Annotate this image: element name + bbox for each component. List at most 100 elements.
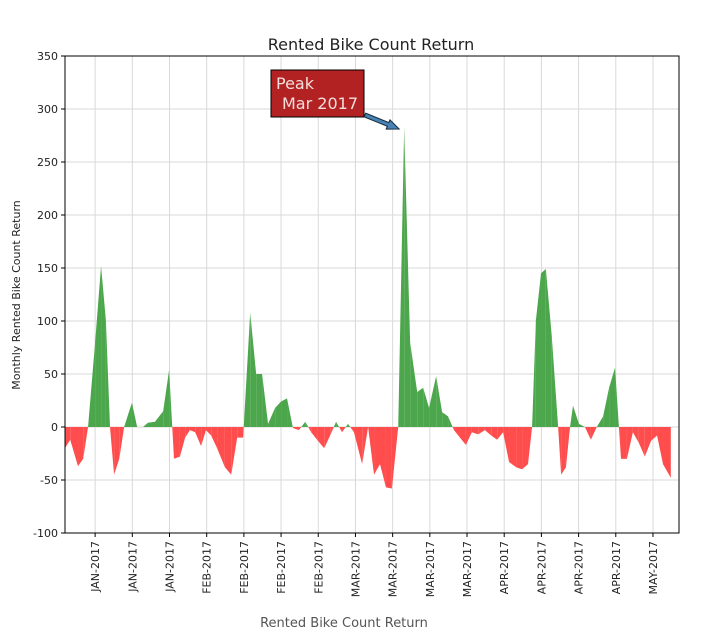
y-tick-label: 50 — [44, 368, 58, 381]
negative-area — [385, 427, 392, 489]
chart-title: Rented Bike Count Return — [268, 35, 474, 54]
positive-area — [250, 312, 257, 427]
x-tick-label: MAR-2017 — [461, 541, 474, 597]
positive-area — [417, 387, 424, 427]
positive-area — [404, 127, 411, 428]
negative-area — [561, 427, 566, 475]
negative-area — [211, 427, 218, 449]
positive-area — [603, 387, 610, 427]
positive-area — [345, 423, 349, 427]
x-tick-label: MAR-2017 — [424, 541, 437, 597]
negative-area — [522, 427, 529, 470]
negative-area — [491, 427, 498, 440]
negative-area — [330, 427, 334, 436]
negative-area — [311, 427, 318, 441]
positive-area — [348, 423, 351, 427]
positive-area — [398, 127, 405, 428]
negative-area — [509, 427, 517, 468]
positive-area — [410, 342, 418, 427]
negative-area — [109, 427, 115, 475]
negative-area — [185, 427, 190, 438]
negative-area — [471, 427, 479, 435]
positive-area — [436, 376, 443, 427]
negative-area — [83, 427, 89, 459]
positive-area — [442, 412, 449, 427]
negative-area — [298, 427, 302, 431]
negative-area — [308, 427, 312, 433]
positive-area — [105, 321, 110, 427]
negative-area — [317, 427, 325, 449]
positive-area — [333, 421, 337, 427]
positive-area — [532, 321, 536, 427]
positive-area — [609, 367, 616, 427]
negative-area — [339, 427, 343, 433]
positive-area — [131, 402, 138, 427]
negative-area — [620, 427, 627, 459]
x-tick-label: MAY-2017 — [647, 541, 660, 595]
x-tick-label: APR-2017 — [610, 541, 623, 594]
negative-area — [78, 427, 84, 467]
positive-area — [570, 405, 574, 427]
negative-area — [362, 427, 369, 465]
x-tick-label: FEB-2017 — [201, 541, 214, 594]
negative-area — [374, 427, 380, 475]
negative-area — [70, 427, 79, 467]
y-tick-label: -50 — [40, 474, 58, 487]
positive-area — [429, 376, 437, 427]
negative-area — [350, 427, 354, 433]
negative-area — [516, 427, 523, 470]
negative-area — [632, 427, 639, 443]
negative-area — [465, 427, 472, 446]
negative-area — [342, 427, 346, 433]
x-tick-label: FEB-2017 — [275, 541, 288, 594]
y-tick-label: 250 — [37, 156, 58, 169]
positive-area — [281, 398, 288, 427]
annotation-box — [270, 69, 365, 118]
positive-area — [143, 422, 148, 427]
negative-area — [503, 427, 510, 462]
y-tick-label: 300 — [37, 103, 58, 116]
positive-area — [268, 407, 276, 427]
x-tick-label: APR-2017 — [573, 541, 586, 594]
positive-area — [95, 265, 102, 427]
negative-area — [558, 427, 562, 475]
positive-area — [541, 269, 546, 427]
x-tick-label: JAN-2017 — [164, 541, 177, 593]
negative-area — [173, 427, 180, 459]
positive-area — [101, 265, 106, 427]
negative-area — [195, 427, 202, 447]
negative-area — [638, 427, 645, 457]
negative-area — [172, 427, 174, 459]
negative-area — [663, 427, 671, 478]
negative-area — [353, 427, 363, 465]
negative-area — [237, 427, 244, 438]
negative-area — [224, 427, 232, 475]
positive-area — [287, 398, 293, 427]
negative-area — [528, 427, 533, 465]
negative-area — [590, 427, 597, 440]
y-tick-label: 200 — [37, 209, 58, 222]
y-tick-label: 0 — [51, 421, 58, 434]
y-tick-label: 100 — [37, 315, 58, 328]
positive-area — [448, 416, 453, 427]
negative-area — [368, 427, 375, 475]
positive-area — [336, 421, 340, 427]
positive-area — [169, 369, 173, 427]
positive-area — [535, 273, 542, 427]
positive-area — [243, 312, 251, 427]
positive-area — [163, 369, 170, 427]
negative-area — [243, 427, 244, 438]
negative-area — [65, 427, 71, 449]
positive-area — [573, 405, 579, 427]
negative-area — [231, 427, 238, 475]
negative-area — [459, 427, 466, 446]
negative-area — [205, 427, 212, 436]
positive-area — [305, 421, 309, 427]
positive-area — [301, 421, 306, 427]
positive-area — [256, 374, 263, 427]
negative-area — [618, 427, 621, 459]
negative-area — [484, 427, 492, 436]
positive-area — [615, 367, 619, 427]
negative-area — [497, 427, 504, 440]
